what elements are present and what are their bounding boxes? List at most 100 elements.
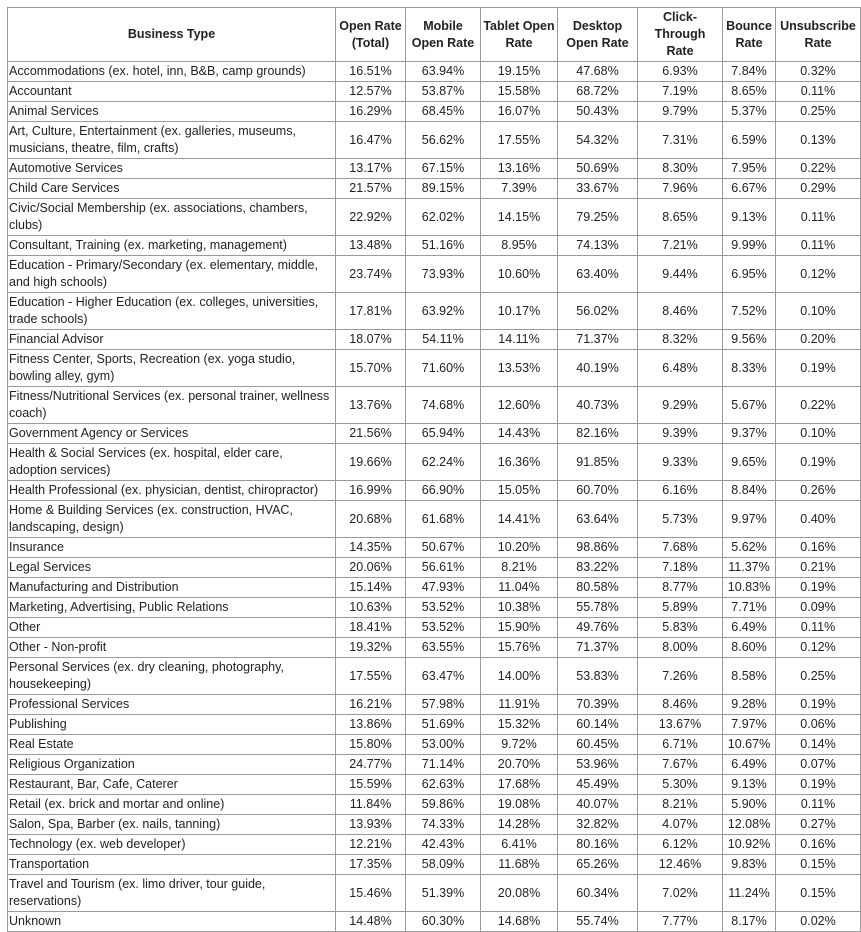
rate-cell: 53.83% [557,657,638,695]
business-type-cell: Financial Advisor [7,329,336,350]
rate-cell: 8.95% [480,235,558,256]
table-row: Health Professional (ex. physician, dent… [7,480,861,501]
rate-cell: 54.32% [557,121,638,159]
rate-cell: 8.21% [480,557,558,578]
rate-cell: 6.59% [722,121,776,159]
rate-cell: 0.32% [775,61,861,82]
rate-cell: 49.76% [557,617,638,638]
rate-cell: 5.89% [637,597,723,618]
rate-cell: 60.30% [405,911,481,932]
rate-cell: 11.24% [722,874,776,912]
rate-cell: 7.71% [722,597,776,618]
rate-cell: 73.93% [405,255,481,293]
rate-cell: 10.67% [722,734,776,755]
rate-cell: 8.30% [637,158,723,179]
rate-cell: 0.12% [775,637,861,658]
rate-cell: 83.22% [557,557,638,578]
business-type-cell: Health Professional (ex. physician, dent… [7,480,336,501]
rate-cell: 15.05% [480,480,558,501]
table-row: Education - Higher Education (ex. colleg… [7,292,861,330]
rate-cell: 56.61% [405,557,481,578]
rate-cell: 16.99% [335,480,406,501]
rate-cell: 7.18% [637,557,723,578]
rate-cell: 13.17% [335,158,406,179]
rate-cell: 0.11% [775,617,861,638]
table-row: Retail (ex. brick and mortar and online)… [7,794,861,815]
rate-cell: 6.67% [722,178,776,199]
table-row: Marketing, Advertising, Public Relations… [7,597,861,618]
rate-cell: 98.86% [557,537,638,558]
rate-cell: 9.97% [722,500,776,538]
rate-cell: 0.10% [775,292,861,330]
rate-cell: 14.43% [480,423,558,444]
rate-cell: 7.97% [722,714,776,735]
rate-cell: 7.21% [637,235,723,256]
business-type-cell: Unknown [7,911,336,932]
rate-cell: 63.92% [405,292,481,330]
rate-cell: 0.11% [775,235,861,256]
rate-cell: 60.70% [557,480,638,501]
rate-cell: 0.22% [775,386,861,424]
table-row: Insurance 14.35% 50.67% 10.20% 98.86% 7.68% 5.… [7,537,861,558]
rate-cell: 7.67% [637,754,723,775]
rate-cell: 19.32% [335,637,406,658]
rate-cell: 6.12% [637,834,723,855]
business-type-cell: Accommodations (ex. hotel, inn, B&B, cam… [7,61,336,82]
business-type-cell: Education - Primary/Secondary (ex. eleme… [7,255,336,293]
rate-cell: 0.02% [775,911,861,932]
business-type-cell: Professional Services [7,694,336,715]
rate-cell: 9.79% [637,101,723,122]
rate-cell: 8.21% [637,794,723,815]
rate-cell: 9.83% [722,854,776,875]
rate-cell: 9.39% [637,423,723,444]
rate-cell: 53.96% [557,754,638,775]
rate-cell: 8.65% [722,81,776,102]
rate-cell: 9.72% [480,734,558,755]
rate-cell: 16.29% [335,101,406,122]
column-header: Unsubscribe Rate [775,7,861,62]
rate-cell: 16.36% [480,443,558,481]
rate-cell: 20.70% [480,754,558,775]
rate-cell: 74.13% [557,235,638,256]
rate-cell: 11.37% [722,557,776,578]
rate-cell: 7.84% [722,61,776,82]
rate-cell: 9.56% [722,329,776,350]
rate-cell: 14.68% [480,911,558,932]
rate-cell: 63.55% [405,637,481,658]
rate-cell: 47.93% [405,577,481,598]
rate-cell: 5.62% [722,537,776,558]
rate-cell: 20.68% [335,500,406,538]
rate-cell: 0.25% [775,101,861,122]
business-type-cell: Fitness/Nutritional Services (ex. person… [7,386,336,424]
rate-cell: 9.37% [722,423,776,444]
rate-cell: 0.19% [775,443,861,481]
rate-cell: 13.76% [335,386,406,424]
rate-cell: 7.26% [637,657,723,695]
business-type-cell: Civic/Social Membership (ex. association… [7,198,336,236]
rate-cell: 15.80% [335,734,406,755]
rate-cell: 63.47% [405,657,481,695]
rate-cell: 0.29% [775,178,861,199]
rate-cell: 8.60% [722,637,776,658]
rate-cell: 0.12% [775,255,861,293]
rate-cell: 6.49% [722,617,776,638]
rate-cell: 16.51% [335,61,406,82]
rate-cell: 9.13% [722,774,776,795]
rate-cell: 19.66% [335,443,406,481]
rate-cell: 13.53% [480,349,558,387]
rate-cell: 50.69% [557,158,638,179]
business-type-cell: Publishing [7,714,336,735]
rate-cell: 71.60% [405,349,481,387]
table-row: Civic/Social Membership (ex. association… [7,198,861,236]
table-row: Other - Non-profit 19.32% 63.55% 15.76% 71.3… [7,637,861,658]
rate-cell: 9.33% [637,443,723,481]
rate-cell: 0.15% [775,854,861,875]
column-header: Tablet Open Rate [480,7,558,62]
rate-cell: 8.46% [637,292,723,330]
rate-cell: 9.44% [637,255,723,293]
rate-cell: 10.17% [480,292,558,330]
rate-cell: 24.77% [335,754,406,775]
business-type-cell: Salon, Spa, Barber (ex. nails, tanning) [7,814,336,835]
rate-cell: 0.21% [775,557,861,578]
rate-cell: 7.77% [637,911,723,932]
